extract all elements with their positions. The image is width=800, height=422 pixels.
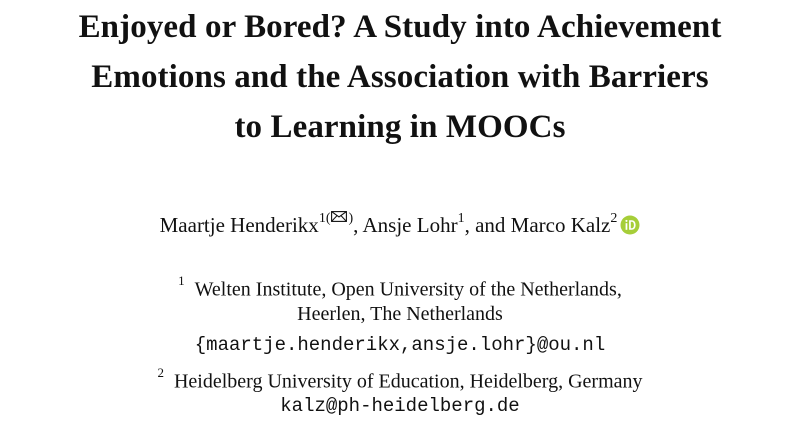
affiliation-1-email: {maartje.henderikx,ansje.lohr}@ou.nl: [0, 332, 800, 359]
affiliation-1: 1 Welten Institute, Open University of th…: [0, 270, 800, 304]
author-affiliation-mark: 1: [457, 211, 465, 226]
author-separator: , and: [464, 213, 511, 237]
affiliation-line: Heerlen, The Netherlands: [297, 303, 503, 325]
author-separator: ,: [353, 213, 363, 237]
author-name: Ansje Lohr: [362, 213, 458, 237]
author-affiliation-mark: 2: [610, 211, 618, 226]
affiliation-2: 2 Heidelberg University of Education, Hei…: [0, 362, 800, 396]
paper-title: Enjoyed or Bored? A Study into Achieveme…: [0, 2, 800, 152]
email-address[interactable]: {maartje.henderikx,ansje.lohr}@ou.nl: [194, 334, 606, 356]
affiliation-1-continued: Heerlen, The Netherlands: [0, 301, 800, 328]
author-affiliation-mark: 1(): [318, 211, 354, 226]
affiliation-line: Welten Institute, Open University of the…: [194, 278, 622, 301]
affiliation-number: 1: [178, 273, 185, 288]
envelope-icon[interactable]: [331, 211, 348, 222]
affiliation-number: 2: [157, 365, 164, 380]
author-name: Maartje Henderikx: [159, 213, 319, 237]
author-name: Marco Kalz: [510, 213, 611, 237]
title-line: Enjoyed or Bored? A Study into Achieveme…: [78, 9, 722, 45]
title-line: to Learning in MOOCs: [234, 109, 566, 145]
author-list: Maartje Henderikx1(), Ansje Lohr1, and M…: [0, 211, 800, 239]
orcid-icon[interactable]: [620, 215, 640, 235]
affiliation-line: Heidelberg University of Education, Heid…: [173, 370, 643, 393]
title-line: Emotions and the Association with Barrie…: [91, 59, 709, 95]
affiliation-2-email: kalz@ph-heidelberg.de: [0, 393, 800, 420]
email-address[interactable]: kalz@ph-heidelberg.de: [280, 395, 520, 417]
